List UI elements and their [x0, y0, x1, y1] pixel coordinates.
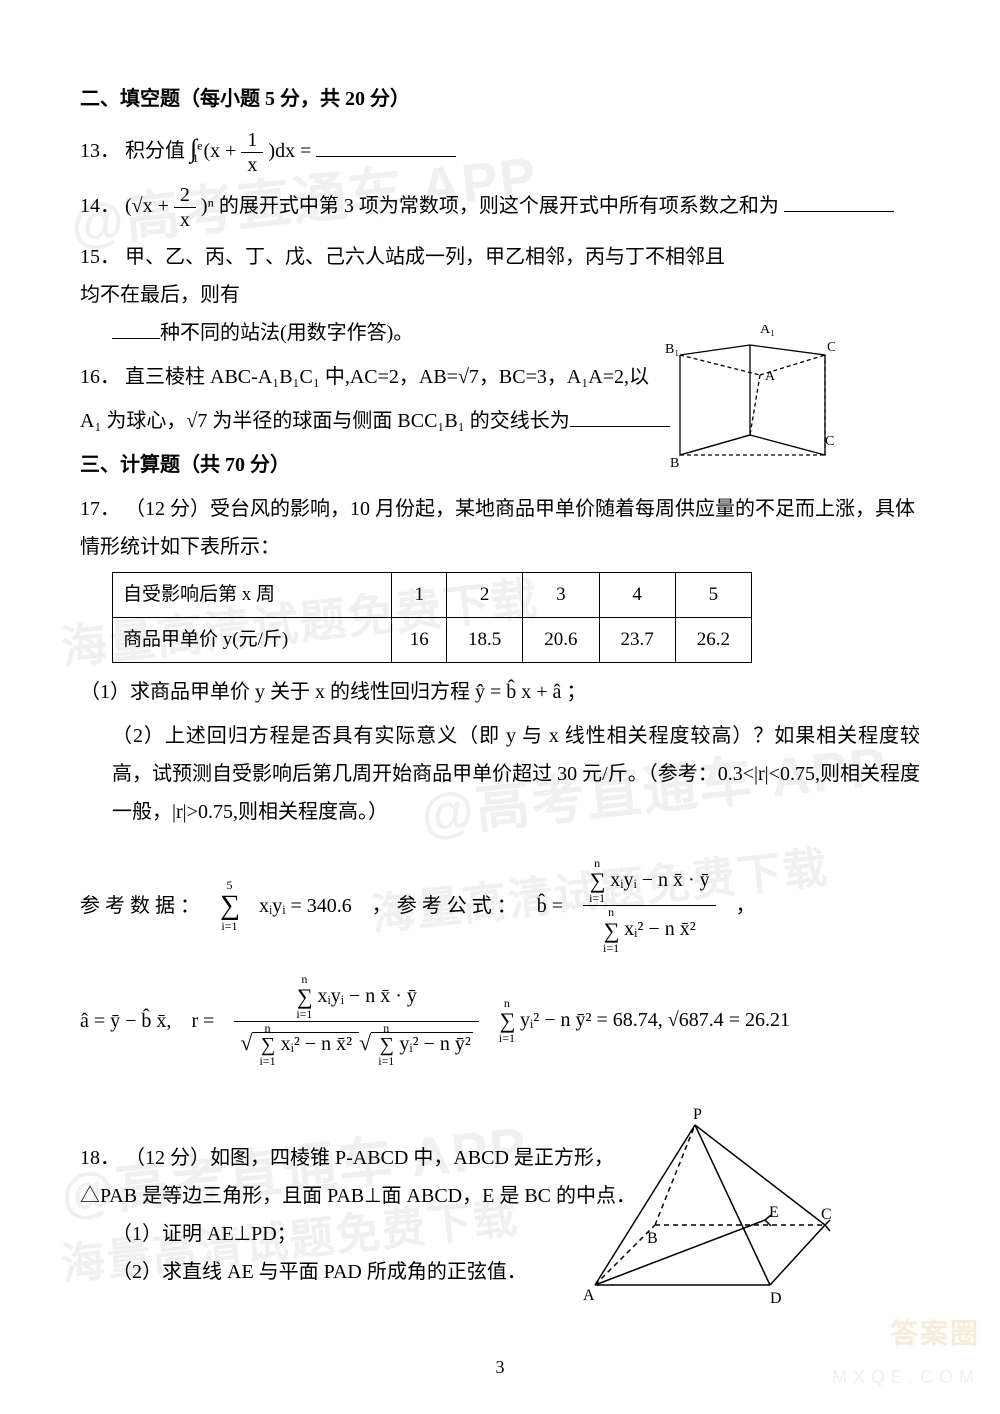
- sum-bot: i=1: [220, 920, 239, 933]
- svg-text:B: B: [647, 1230, 658, 1247]
- q15-line2: 种不同的站法(用数字作答)。: [160, 322, 413, 344]
- sum-bot: i=1: [296, 1008, 312, 1021]
- b-num-expr: xᵢyᵢ − n x̄ · ȳ: [610, 869, 709, 891]
- svg-text:A₁: A₁: [760, 325, 775, 337]
- sqrt7: √7: [458, 366, 479, 388]
- r-num: xᵢyᵢ − n x̄ · ȳ: [317, 985, 416, 1007]
- cell: 26.2: [675, 618, 751, 663]
- r-den-r: yᵢ² − n ȳ²: [399, 1033, 471, 1055]
- cell: 2: [447, 572, 523, 617]
- blank: [784, 191, 894, 212]
- q15-text: 甲、乙、丙、丁、戊、己六人站成一列，甲乙相邻，丙与丁不相邻且均不在最后，则有: [80, 246, 725, 306]
- svg-text:E: E: [769, 1204, 779, 1221]
- question-17: 17． （12 分）受台风的影响，10 月份起，某地商品甲单价随着每周供应量的不…: [80, 490, 920, 566]
- svg-text:B₁: B₁: [665, 342, 679, 357]
- sum-bot: i=1: [259, 1055, 275, 1068]
- q16-b: ，BC=3，A₁A=2,以: [479, 366, 649, 388]
- q13-expr: (x +: [203, 140, 236, 162]
- table-row: 商品甲单价 y(元/斤) 16 18.5 20.6 23.7 26.2: [113, 618, 752, 663]
- a-hat: â = ȳ − b̂ x̄,: [80, 1002, 171, 1040]
- q17-part2: （2）上述回归方程是否具有实际意义（即 y 与 x 线性相关程度较高）？如果相关…: [80, 717, 920, 831]
- q17-ref-data: 参 考 数 据 ： 5 ∑ i=1 xᵢyᵢ = 340.6 ， 参 考 公 式…: [80, 857, 920, 955]
- q14-a: (√x +: [125, 195, 169, 217]
- row2-head: 商品甲单价 y(元/斤): [113, 618, 392, 663]
- q16-a: 直三棱柱 ABC-A₁B₁C₁ 中,AC=2，AB=: [125, 366, 458, 388]
- svg-text:C: C: [825, 434, 834, 449]
- svg-text:P: P: [693, 1106, 702, 1123]
- q13-expr-r: )dx =: [268, 140, 311, 162]
- q14-number: 14．: [80, 195, 120, 217]
- question-13: 13． 积分值 ∫e1 (x + 1x )dx =: [80, 124, 920, 177]
- cell: 1: [392, 572, 447, 617]
- q14-b: )ⁿ 的展开式中第 3 项为常数项，则这个展开式中所有项系数之和为: [201, 195, 779, 217]
- ref-formula-label: ， 参 考 公 式 ：: [372, 887, 517, 925]
- table-row: 自受影响后第 x 周 1 2 3 4 5: [113, 572, 752, 617]
- svg-text:D: D: [770, 1290, 782, 1305]
- svg-text:C: C: [821, 1206, 832, 1223]
- q18-p1: （1）证明 AE⊥PD；: [80, 1215, 640, 1253]
- q17-ref-formula2: â = ȳ − b̂ x̄, r = n ∑ i=1 xᵢyᵢ − n x̄ ·…: [80, 973, 920, 1069]
- row1-head: 自受影响后第 x 周: [113, 572, 392, 617]
- sum-bot: i=1: [589, 892, 605, 905]
- b-hat: b̂ =: [537, 887, 563, 925]
- q16-l2b: 为半径的球面与侧面 BCC₁B₁ 的交线长为: [207, 410, 569, 432]
- blank: [112, 318, 160, 339]
- corner-wm-l2: MXQE.COM: [832, 1360, 980, 1394]
- tail-expr: yᵢ² − n ȳ² = 68.74, √687.4 = 26.21: [520, 1008, 790, 1030]
- cell: 4: [599, 572, 675, 617]
- sqrt7: √7: [186, 410, 207, 432]
- q13-int-upper: e: [197, 138, 202, 152]
- q15-number: 15．: [80, 246, 120, 268]
- q14-frac-den: x: [174, 208, 196, 232]
- blank: [570, 406, 670, 427]
- r-den-l: xᵢ² − n x̄²: [281, 1033, 353, 1055]
- cell: 23.7: [599, 618, 675, 663]
- ref-data-label: 参 考 数 据 ：: [80, 887, 200, 925]
- cell: 5: [675, 572, 751, 617]
- corner-wm-l1: 答案圈: [832, 1307, 980, 1360]
- pyramid-figure: P A B C D E: [575, 1105, 835, 1305]
- q16-number: 16．: [80, 366, 120, 388]
- svg-text:B: B: [670, 456, 679, 470]
- q13-frac-den: x: [241, 153, 263, 177]
- question-14: 14． (√x + 2x )ⁿ 的展开式中第 3 项为常数项，则这个展开式中所有…: [80, 183, 920, 232]
- q14-frac-num: 2: [174, 183, 196, 208]
- sum-bot: i=1: [378, 1055, 394, 1068]
- r-eq: r =: [191, 1002, 214, 1040]
- q17-part1: （1）求商品甲单价 y 关于 x 的线性回归方程 ŷ = b̂ x + â ；: [80, 673, 920, 711]
- q13-text: 积分值: [125, 140, 185, 162]
- cell: 18.5: [447, 618, 523, 663]
- sum-bot: i=1: [603, 942, 619, 955]
- q17-table: 自受影响后第 x 周 1 2 3 4 5 商品甲单价 y(元/斤) 16 18.…: [112, 572, 752, 663]
- svg-text:A: A: [765, 369, 776, 384]
- svg-text:C₁: C₁: [827, 340, 835, 355]
- sum-bot: i=1: [499, 1032, 515, 1045]
- q18-text: （12 分）如图，四棱锥 P-ABCD 中，ABCD 是正方形，△PAB 是等边…: [80, 1147, 636, 1207]
- q13-frac-num: 1: [241, 128, 263, 153]
- q18-number: 18．: [80, 1147, 120, 1169]
- cell: 3: [523, 572, 599, 617]
- q17-number: 17．: [80, 498, 120, 520]
- sum-expr: xᵢyᵢ = 340.6: [259, 887, 352, 925]
- q13-number: 13．: [80, 140, 120, 162]
- q18-p2: （2）求直线 AE 与平面 PAD 所成角的正弦值．: [80, 1253, 640, 1291]
- comma: ，: [736, 887, 756, 925]
- section-2-heading: 二、填空题（每小题 5 分，共 20 分）: [80, 80, 920, 118]
- cell: 16: [392, 618, 447, 663]
- b-den-expr: xᵢ² − n x̄²: [624, 918, 696, 940]
- q13-int-lower: 1: [192, 151, 198, 165]
- svg-text:A: A: [583, 1287, 595, 1304]
- q17-text: （12 分）受台风的影响，10 月份起，某地商品甲单价随着每周供应量的不足而上涨…: [80, 498, 915, 558]
- prism-figure: A₁ B₁ C₁ A B C: [665, 325, 835, 470]
- corner-watermark: 答案圈 MXQE.COM: [832, 1307, 980, 1394]
- q16-l2a: A₁ 为球心，: [80, 410, 186, 432]
- cell: 20.6: [523, 618, 599, 663]
- blank: [316, 136, 456, 157]
